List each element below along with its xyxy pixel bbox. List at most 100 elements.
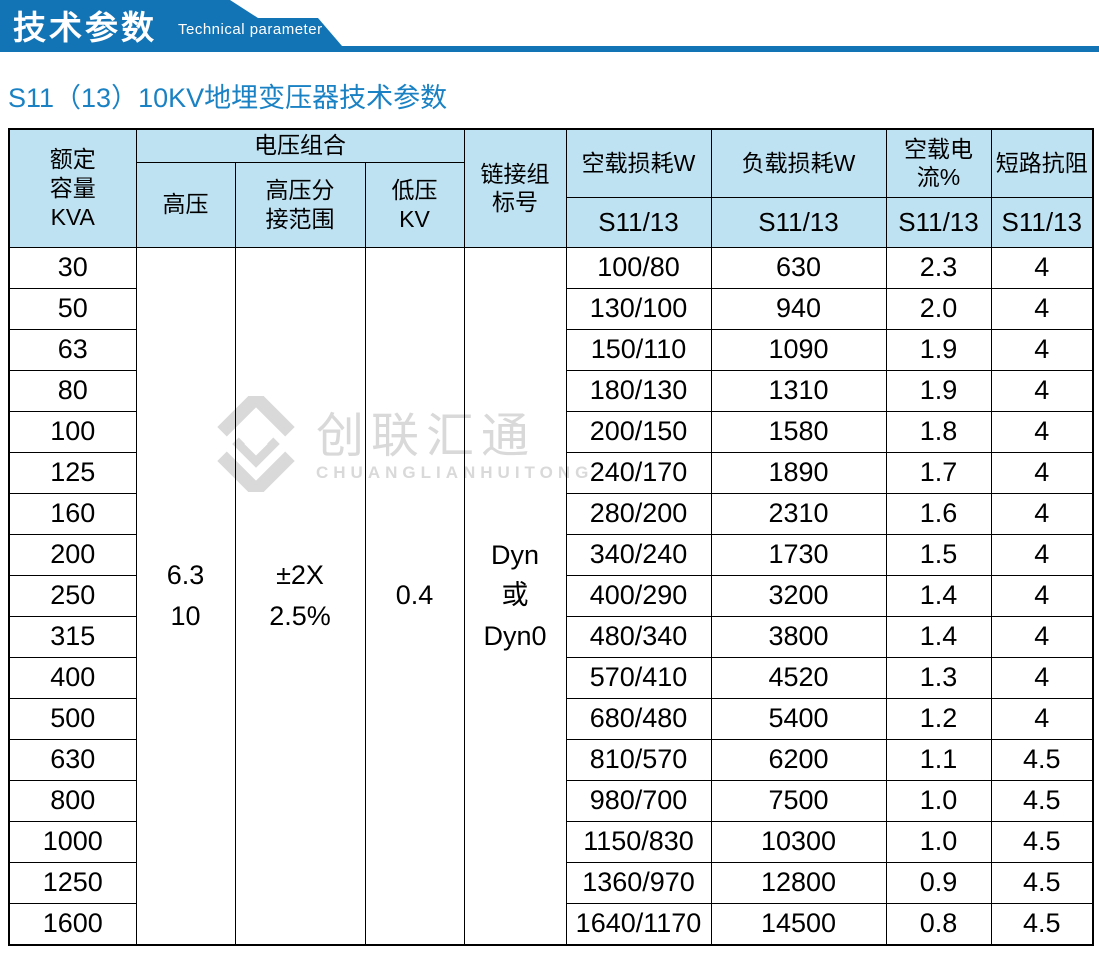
cell-load-loss: 3800 — [710, 615, 887, 658]
cell-load-loss: 5400 — [710, 697, 887, 740]
cell-load-loss: 4520 — [710, 656, 887, 699]
header-voltage-group: 电压组合 — [135, 128, 465, 163]
header-load-loss: 负载损耗W — [710, 128, 887, 198]
table-row: 250 400/290 3200 1.4 4 — [8, 574, 1094, 617]
header-no-load-current: 空载电流% — [885, 128, 992, 198]
cell-no-load-current: 1.3 — [885, 656, 992, 699]
header-model-sub: S11/13 — [990, 196, 1094, 248]
table-row: 630 810/570 6200 1.1 4.5 — [8, 738, 1094, 781]
cell-no-load-current: 1.8 — [885, 410, 992, 453]
banner-title: 技术参数 — [13, 9, 157, 46]
cell-load-loss: 1580 — [710, 410, 887, 453]
cell-capacity: 630 — [8, 738, 137, 781]
cell-no-load-loss: 180/130 — [565, 369, 712, 412]
cell-capacity: 100 — [8, 410, 137, 453]
cell-no-load-current: 1.9 — [885, 369, 992, 412]
cell-capacity: 30 — [8, 246, 137, 289]
table-body: 30 6.3 10 ±2X 2.5% 0.4 Dyn 或 Dyn0 100/80 630 2.… — [8, 246, 1094, 945]
cell-capacity: 1250 — [8, 861, 137, 904]
cell-impedance: 4.5 — [990, 738, 1094, 781]
cell-high-voltage: 6.3 10 — [135, 246, 236, 945]
cell-impedance: 4 — [990, 492, 1094, 535]
header-no-load-loss: 空载损耗W — [565, 128, 712, 198]
table-row: 315 480/340 3800 1.4 4 — [8, 615, 1094, 658]
table-row: 800 980/700 7500 1.0 4.5 — [8, 779, 1094, 822]
cell-no-load-loss: 200/150 — [565, 410, 712, 453]
cell-impedance: 4 — [990, 246, 1094, 289]
cell-load-loss: 12800 — [710, 861, 887, 904]
cell-capacity: 315 — [8, 615, 137, 658]
cell-no-load-loss: 280/200 — [565, 492, 712, 535]
page-title: S11（13）10KV地埋变压器技术参数 — [8, 83, 448, 113]
cell-capacity: 50 — [8, 287, 137, 330]
cell-no-load-current: 2.0 — [885, 287, 992, 330]
cell-no-load-current: 1.2 — [885, 697, 992, 740]
cell-no-load-current: 1.4 — [885, 615, 992, 658]
banner-ribbon-shape — [0, 0, 1099, 52]
parameters-table: 额定 容量 KVA 电压组合 链接组 标号 空载损耗W 负载损耗W 空载电流% … — [8, 128, 1094, 946]
header-connection-group: 链接组 标号 — [463, 128, 567, 248]
cell-impedance: 4 — [990, 615, 1094, 658]
cell-no-load-current: 1.0 — [885, 779, 992, 822]
cell-no-load-current: 1.0 — [885, 820, 992, 863]
cell-load-loss: 2310 — [710, 492, 887, 535]
header-low-voltage: 低压 KV — [364, 161, 465, 248]
cell-tap-range: ±2X 2.5% — [234, 246, 366, 945]
cell-no-load-current: 1.5 — [885, 533, 992, 576]
cell-capacity: 80 — [8, 369, 137, 412]
cell-no-load-current: 1.1 — [885, 738, 992, 781]
cell-capacity: 125 — [8, 451, 137, 494]
cell-no-load-loss: 340/240 — [565, 533, 712, 576]
cell-impedance: 4 — [990, 369, 1094, 412]
cell-impedance: 4.5 — [990, 861, 1094, 904]
cell-capacity: 500 — [8, 697, 137, 740]
cell-load-loss: 3200 — [710, 574, 887, 617]
cell-load-loss: 1730 — [710, 533, 887, 576]
cell-load-loss: 14500 — [710, 902, 887, 945]
cell-impedance: 4.5 — [990, 820, 1094, 863]
cell-no-load-loss: 240/170 — [565, 451, 712, 494]
header-high-voltage: 高压 — [135, 161, 236, 248]
cell-impedance: 4 — [990, 410, 1094, 453]
cell-load-loss: 1890 — [710, 451, 887, 494]
cell-low-voltage: 0.4 — [364, 246, 465, 945]
header-model-sub: S11/13 — [710, 196, 887, 248]
cell-no-load-current: 2.3 — [885, 246, 992, 289]
cell-no-load-loss: 400/290 — [565, 574, 712, 617]
cell-no-load-current: 0.8 — [885, 902, 992, 945]
cell-no-load-loss: 480/340 — [565, 615, 712, 658]
header-model-sub: S11/13 — [565, 196, 712, 248]
cell-load-loss: 6200 — [710, 738, 887, 781]
header-capacity: 额定 容量 KVA — [8, 128, 137, 248]
table-row: 50 130/100 940 2.0 4 — [8, 287, 1094, 330]
cell-capacity: 160 — [8, 492, 137, 535]
cell-capacity: 800 — [8, 779, 137, 822]
cell-capacity: 63 — [8, 328, 137, 371]
cell-no-load-loss: 1360/970 — [565, 861, 712, 904]
table-row: 1000 1150/830 10300 1.0 4.5 — [8, 820, 1094, 863]
cell-impedance: 4 — [990, 656, 1094, 699]
cell-capacity: 250 — [8, 574, 137, 617]
cell-no-load-loss: 100/80 — [565, 246, 712, 289]
cell-connection-group: Dyn 或 Dyn0 — [463, 246, 567, 945]
cell-load-loss: 1090 — [710, 328, 887, 371]
cell-capacity: 400 — [8, 656, 137, 699]
cell-impedance: 4 — [990, 574, 1094, 617]
cell-impedance: 4 — [990, 328, 1094, 371]
header-impedance: 短路抗阻 — [990, 128, 1094, 198]
cell-load-loss: 940 — [710, 287, 887, 330]
table-row: 500 680/480 5400 1.2 4 — [8, 697, 1094, 740]
cell-no-load-current: 1.4 — [885, 574, 992, 617]
table-row: 100 200/150 1580 1.8 4 — [8, 410, 1094, 453]
banner-subtitle: Technical parameter — [178, 21, 323, 38]
cell-capacity: 1600 — [8, 902, 137, 945]
cell-no-load-current: 0.9 — [885, 861, 992, 904]
table-row: 160 280/200 2310 1.6 4 — [8, 492, 1094, 535]
cell-no-load-loss: 980/700 — [565, 779, 712, 822]
cell-load-loss: 7500 — [710, 779, 887, 822]
cell-no-load-current: 1.9 — [885, 328, 992, 371]
cell-impedance: 4 — [990, 451, 1094, 494]
cell-impedance: 4 — [990, 697, 1094, 740]
cell-impedance: 4.5 — [990, 779, 1094, 822]
cell-no-load-current: 1.6 — [885, 492, 992, 535]
